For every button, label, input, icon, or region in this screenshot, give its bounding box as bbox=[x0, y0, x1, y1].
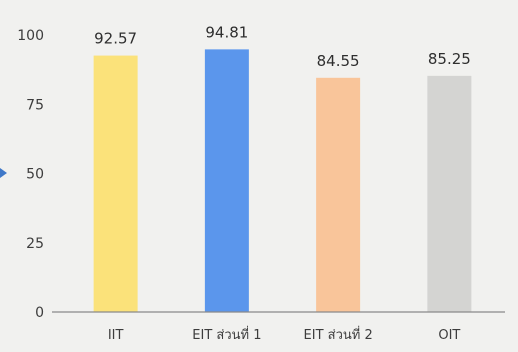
bar bbox=[93, 55, 138, 312]
value-label: 84.55 bbox=[317, 52, 360, 70]
data-labels: 92.57 94.81 84.55 85.25 bbox=[94, 23, 471, 69]
category-labels: IIT EIT ส่วนที่ 1 EIT ส่วนที่ 2 OIT bbox=[108, 326, 461, 343]
y-tick-label: 100 bbox=[17, 28, 44, 44]
category-label: IIT bbox=[108, 328, 124, 343]
y-tick-label: 25 bbox=[26, 236, 44, 252]
value-label: 85.25 bbox=[428, 50, 471, 68]
bar bbox=[316, 77, 361, 312]
y-tick-label: 75 bbox=[26, 97, 44, 113]
y-axis-ticks: 0 25 50 75 100 bbox=[17, 28, 44, 321]
value-label: 92.57 bbox=[94, 30, 137, 48]
category-label: OIT bbox=[438, 328, 460, 343]
bar bbox=[427, 75, 472, 312]
y-tick-label: 50 bbox=[26, 167, 44, 183]
category-label: EIT ส่วนที่ 1 bbox=[192, 326, 261, 343]
category-label: EIT ส่วนที่ 2 bbox=[304, 326, 373, 343]
bar bbox=[204, 49, 249, 312]
y-tick-label: 0 bbox=[35, 305, 44, 321]
bars bbox=[93, 49, 472, 312]
value-label: 94.81 bbox=[205, 23, 248, 41]
pointer-triangle-icon bbox=[0, 168, 7, 178]
